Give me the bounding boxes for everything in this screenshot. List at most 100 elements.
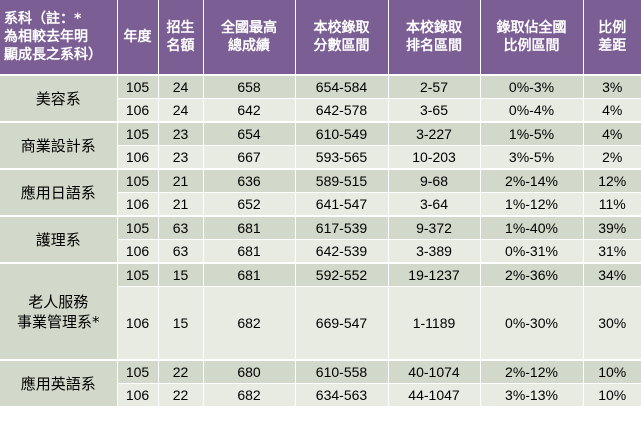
- cell-score-range: 610-558: [295, 359, 389, 384]
- cell-year: 105: [117, 74, 159, 99]
- cell-year: 106: [117, 239, 159, 263]
- table-row: 應用日語系 105 21 636 589-515 9-68 2%-14% 12%: [0, 168, 641, 216]
- cell-year: 105: [117, 359, 159, 384]
- header-quota: 招生 名額: [158, 0, 204, 75]
- cell-ratio-range: 0%-3%: [480, 74, 584, 99]
- table-row: 106 63 681 642-539 3-389 0%-31% 31%: [0, 239, 641, 263]
- department-cell: 護理系: [0, 215, 118, 263]
- cell-rank-range: 3-389: [388, 239, 481, 263]
- department-name: 應用日語系: [20, 183, 96, 202]
- cell-top-score: 681: [203, 239, 296, 263]
- cell-ratio-range: 3%-13%: [480, 383, 584, 406]
- cell-year: 105: [117, 262, 159, 287]
- cell-ratio-range: 1%-5%: [480, 121, 584, 146]
- cell-quota: 15: [158, 262, 204, 287]
- department-name: 應用英語系: [20, 374, 96, 393]
- cell-score-range: 642-578: [295, 98, 389, 122]
- cell-quota: 23: [158, 121, 204, 146]
- cell-ratio-diff: 34%: [583, 262, 641, 287]
- header-line: 顯成長之系科）: [4, 47, 102, 63]
- header-line: 年度: [123, 29, 152, 45]
- cell-ratio-diff: 4%: [583, 121, 641, 146]
- cell-quota: 22: [158, 359, 204, 384]
- cell-quota: 15: [158, 286, 204, 360]
- cell-top-score: 654: [203, 121, 296, 146]
- department-name: 老人服務: [28, 292, 89, 311]
- header-line: 差距: [598, 38, 627, 54]
- cell-quota: 63: [158, 239, 204, 263]
- cell-score-range: 592-552: [295, 262, 389, 287]
- header-score-range: 本校錄取 分數區間: [295, 0, 389, 75]
- table-row: 106 23 667 593-565 10-203 3%-5% 2%: [0, 145, 641, 169]
- header-department: 系科（註：* 為相較去年明 顯成長之系科）: [0, 0, 118, 75]
- cell-quota: 24: [158, 98, 204, 122]
- table-row: 美容系 105 24 658 654-584 2-57 0%-3% 3%: [0, 74, 641, 122]
- cell-ratio-range: 0%-30%: [480, 286, 584, 360]
- cell-top-score: 682: [203, 383, 296, 406]
- cell-top-score: 682: [203, 286, 296, 360]
- cell-score-range: 654-584: [295, 74, 389, 99]
- cell-rank-range: 9-372: [388, 215, 481, 240]
- cell-top-score: 636: [203, 168, 296, 193]
- cell-top-score: 681: [203, 262, 296, 287]
- header-year: 年度: [117, 0, 159, 75]
- cell-year: 105: [117, 215, 159, 240]
- admissions-table: 系科（註：* 為相較去年明 顯成長之系科） 年度 招生名額 全國最高 總成績 本校錄取 分數區間…: [0, 0, 641, 406]
- cell-rank-range: 2-57: [388, 74, 481, 99]
- cell-year: 106: [117, 383, 159, 406]
- header-rank-range: 本校錄取 排名區間: [388, 0, 481, 75]
- cell-top-score: 658: [203, 74, 296, 99]
- table-row: 應用英語系 105 22 680 610-558 40-1074 2%-12% 10%: [0, 359, 641, 406]
- cell-ratio-diff: 10%: [583, 359, 641, 384]
- cell-ratio-diff: 3%: [583, 74, 641, 99]
- department-name: 護理系: [35, 230, 81, 249]
- cell-ratio-range: 2%-14%: [480, 168, 584, 193]
- cell-ratio-range: 0%-31%: [480, 239, 584, 263]
- cell-score-range: 610-549: [295, 121, 389, 146]
- header-line: 名額: [166, 38, 195, 54]
- cell-quota: 21: [158, 168, 204, 193]
- cell-top-score: 681: [203, 215, 296, 240]
- cell-top-score: 680: [203, 359, 296, 384]
- cell-ratio-range: 2%-36%: [480, 262, 584, 287]
- header-line: 招生: [166, 20, 195, 36]
- cell-score-range: 669-547: [295, 286, 389, 360]
- cell-ratio-range: 1%-12%: [480, 192, 584, 216]
- department-cell: 商業設計系: [0, 121, 118, 169]
- header-ratio-diff: 比例 差距: [583, 0, 641, 75]
- cell-ratio-range: 1%-40%: [480, 215, 584, 240]
- cell-ratio-range: 3%-5%: [480, 145, 584, 169]
- cell-ratio-diff: 4%: [583, 98, 641, 122]
- cell-score-range: 617-539: [295, 215, 389, 240]
- cell-ratio-range: 0%-4%: [480, 98, 584, 122]
- table-row: 商業設計系 105 23 654 610-549 3-227 1%-5% 4%: [0, 121, 641, 169]
- cell-quota: 22: [158, 383, 204, 406]
- department-cell: 應用日語系: [0, 168, 118, 216]
- cell-ratio-diff: 2%: [583, 145, 641, 169]
- cell-rank-range: 44-1047: [388, 383, 481, 406]
- header-line: 本校錄取: [313, 20, 370, 36]
- cell-rank-range: 19-1237: [388, 262, 481, 287]
- cell-rank-range: 40-1074: [388, 359, 481, 384]
- cell-rank-range: 3-64: [388, 192, 481, 216]
- department-cell: 應用英語系: [0, 359, 118, 406]
- cell-ratio-diff: 12%: [583, 168, 641, 193]
- department-name: 商業設計系: [20, 136, 96, 155]
- table-row: 106 21 652 641-547 3-64 1%-12% 11%: [0, 192, 641, 216]
- cell-rank-range: 3-65: [388, 98, 481, 122]
- cell-rank-range: 9-68: [388, 168, 481, 193]
- cell-year: 106: [117, 98, 159, 122]
- header-line: 排名區間: [406, 38, 462, 54]
- table-row: 106 24 642 642-578 3-65 0%-4% 4%: [0, 98, 641, 122]
- header-line: 比例區間: [503, 38, 560, 54]
- cell-rank-range: 3-227: [388, 121, 481, 146]
- cell-top-score: 642: [203, 98, 296, 122]
- cell-score-range: 641-547: [295, 192, 389, 216]
- header-top-score: 全國最高 總成績: [203, 0, 296, 75]
- cell-score-range: 589-515: [295, 168, 389, 193]
- cell-ratio-range: 2%-12%: [480, 359, 584, 384]
- cell-year: 106: [117, 286, 159, 360]
- table-row: 護理系 105 63 681 617-539 9-372 1%-40% 39%: [0, 215, 641, 263]
- department-name: 美容系: [35, 89, 81, 108]
- department-name: 事業管理系*: [16, 312, 100, 331]
